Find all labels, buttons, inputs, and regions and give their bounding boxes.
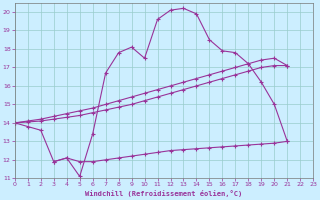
X-axis label: Windchill (Refroidissement éolien,°C): Windchill (Refroidissement éolien,°C) <box>85 190 243 197</box>
